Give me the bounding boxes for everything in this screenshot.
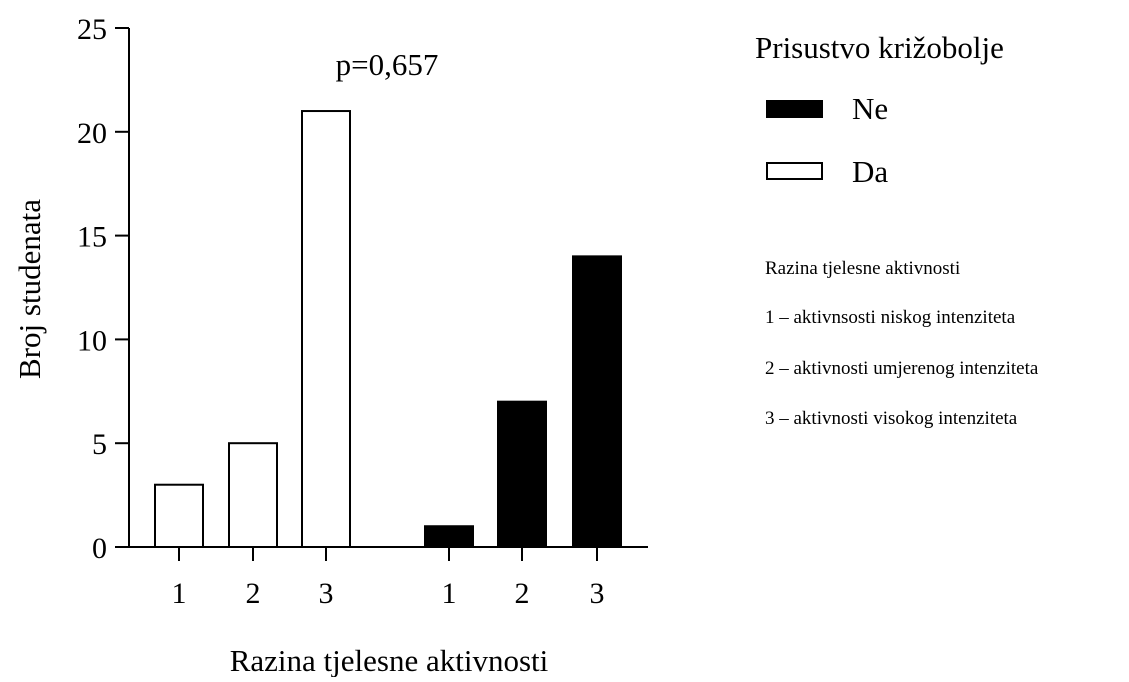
x-tick-label: 1	[172, 577, 187, 610]
note-title: Razina tjelesne aktivnosti	[765, 258, 960, 279]
y-tick-label: 0	[92, 532, 107, 565]
note-line-1: 1 – aktivnsosti niskog intenziteta	[765, 307, 1016, 328]
y-tick-label: 25	[77, 13, 107, 46]
plot-area: 0 5 10 15 20 25 1 2 3 1 2 3	[77, 13, 648, 610]
activity-level-note: Razina tjelesne aktivnosti 1 – aktivnsos…	[765, 258, 1039, 429]
x-tick-label: 2	[515, 577, 530, 610]
legend-swatch-da	[766, 162, 823, 180]
x-tick-label: 1	[442, 577, 457, 610]
note-line-3: 3 – aktivnosti visokog intenziteta	[765, 408, 1018, 429]
x-tick-label: 2	[246, 577, 261, 610]
legend-label-ne: Ne	[852, 91, 888, 126]
y-tick-label: 15	[77, 221, 107, 254]
legend-title: Prisustvo križobolje	[755, 30, 1004, 65]
annotation-p-value: p=0,657	[336, 47, 439, 82]
y-tick-label: 10	[77, 324, 107, 357]
legend-swatch-ne	[766, 100, 823, 118]
bar-da-1	[154, 483, 204, 548]
legend: Prisustvo križobolje Ne Da	[755, 30, 1004, 189]
note-line-2: 2 – aktivnosti umjerenog intenziteta	[765, 358, 1039, 379]
x-axis-title: Razina tjelesne aktivnosti	[230, 643, 549, 677]
x-tick-label: 3	[590, 577, 605, 610]
bar-da-2	[228, 442, 278, 549]
y-axis-title: Broj studenata	[12, 199, 47, 379]
legend-label-da: Da	[852, 154, 888, 189]
bar-ne-3	[572, 255, 622, 548]
bar-ne-2	[497, 400, 547, 548]
bar-da-3	[301, 110, 351, 548]
y-tick-label: 5	[92, 428, 107, 461]
x-tick-label: 3	[319, 577, 334, 610]
bar-ne-1	[424, 525, 474, 548]
y-tick-label: 20	[77, 117, 107, 150]
